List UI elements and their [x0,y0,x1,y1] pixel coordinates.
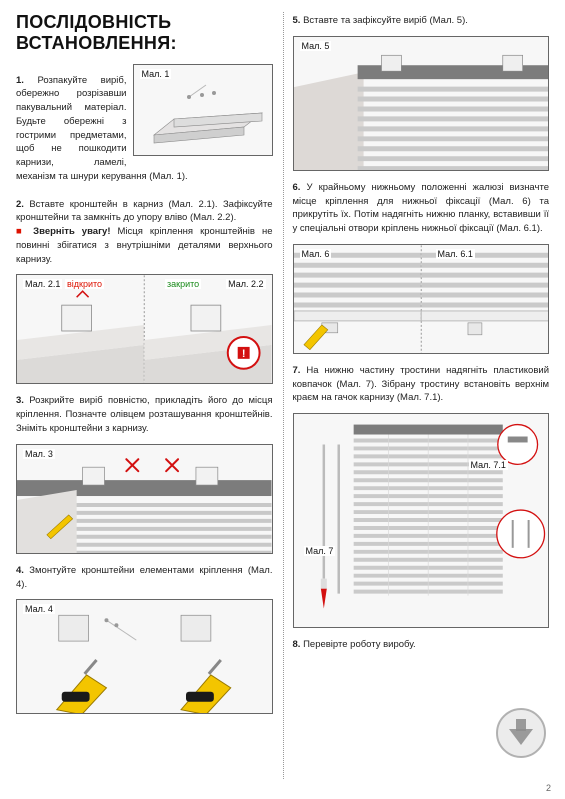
page-number: 2 [546,783,551,793]
figure-61-label: Мал. 6.1 [436,249,475,259]
figure-6-illustration [294,245,549,353]
figure-21-label: Мал. 2.1 [23,279,62,289]
column-divider [283,12,284,779]
right-column: 5. Вставте та зафіксуйте виріб (Мал. 5).… [283,12,550,787]
step-4-text: Змонтуйте кронштейни елементами кріпленн… [16,565,273,590]
step-8-num: 8. [293,639,301,650]
figure-5-illustration [294,37,549,170]
step-3-num: 3. [16,395,24,406]
step-2: 2. Вставте кронштейн в карниз (Мал. 2.1)… [16,198,273,267]
step-7-num: 7. [293,365,301,376]
figure-closed-label: закрито [165,279,201,289]
figure-4-label: Мал. 4 [23,604,55,614]
step-4: 4. Змонтуйте кронштейни елементами кріпл… [16,564,273,592]
figure-open-label: відкрито [65,279,104,289]
warning-icon: ■ [16,226,33,237]
step-3: 3. Розкрийте виріб повністю, прикладіть … [16,394,273,435]
step-2-num: 2. [16,199,24,210]
step-6-text: У крайньому нижньому положенні жалюзі ви… [293,182,550,234]
figure-22-label: Мал. 2.2 [226,279,265,289]
figure-71-label: Мал. 7.1 [469,460,508,470]
step-2-warn-label: Зверніть увагу! [33,226,110,237]
step-5: 5. Вставте та зафіксуйте виріб (Мал. 5). [293,14,550,28]
figure-4: Мал. 4 [16,599,273,714]
figure-2-illustration: ! [17,275,272,383]
svg-text:!: ! [242,348,246,360]
figure-6: Мал. 6 Мал. 6.1 [293,244,550,354]
figure-1-label: Мал. 1 [140,69,172,79]
figure-2: Мал. 2.1 відкрито закрито Мал. 2.2 ! [16,274,273,384]
step-8-text: Перевірте роботу виробу. [303,639,416,650]
step-7-text: На нижню частину тростини надягніть плас… [293,365,550,404]
figure-7-label: Мал. 7 [304,546,336,556]
step-1-num: 1. [16,75,24,86]
step-6: 6. У крайньому нижньому положенні жалюзі… [293,181,550,236]
figure-1: Мал. 1 [133,64,273,156]
page-title: ПОСЛІДОВНІСТЬ ВСТАНОВЛЕННЯ: [16,12,273,54]
left-column: ПОСЛІДОВНІСТЬ ВСТАНОВЛЕННЯ: Мал. 1 [16,12,283,787]
step-7: 7. На нижню частину тростини надягніть п… [293,364,550,405]
figure-5-label: Мал. 5 [300,41,332,51]
step-5-text: Вставте та зафіксуйте виріб (Мал. 5). [303,15,468,26]
figure-6-label: Мал. 6 [300,249,332,259]
figure-7: Мал. 7 Мал. 7.1 [293,413,550,628]
step-4-num: 4. [16,565,24,576]
figure-3-label: Мал. 3 [23,449,55,459]
figure-7-illustration [294,414,549,627]
figure-3-illustration [17,445,272,553]
figure-3: Мал. 3 [16,444,273,554]
figure-5: Мал. 5 [293,36,550,171]
step-2-text: Вставте кронштейн в карниз (Мал. 2.1). З… [16,199,273,224]
figure-4-illustration [17,600,272,713]
step-6-num: 6. [293,182,301,193]
step-5-num: 5. [293,15,301,26]
step-8: 8. Перевірте роботу виробу. [293,638,550,652]
step-3-text: Розкрийте виріб повністю, прикладіть йог… [16,395,273,434]
